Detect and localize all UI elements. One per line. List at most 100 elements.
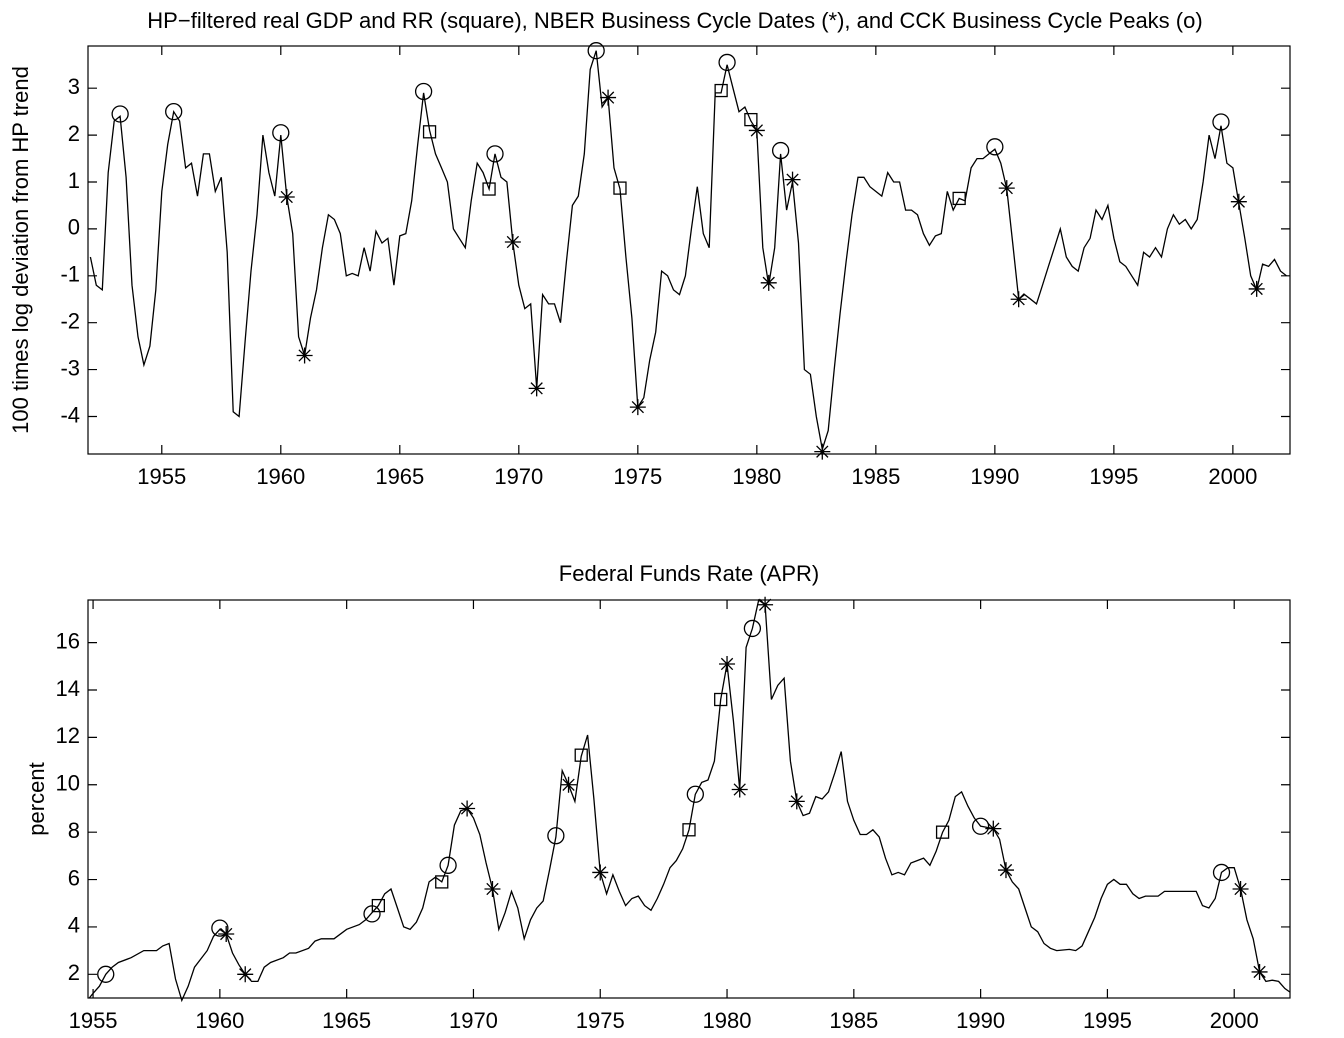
y-tick-label: -4: [60, 402, 80, 427]
x-tick-label: 1990: [970, 464, 1019, 489]
y-tick-label: 10: [56, 771, 80, 796]
star-marker: [760, 274, 777, 291]
x-tick-label: 1995: [1083, 1008, 1132, 1033]
star-marker: [1251, 963, 1268, 980]
peak-marker: [486, 145, 504, 163]
square-marker: [744, 112, 758, 127]
square-marker: [422, 125, 437, 139]
star-marker: [1010, 291, 1027, 308]
y-tick-label: -1: [60, 262, 80, 287]
star-marker: [1232, 881, 1249, 898]
peak-marker: [272, 124, 290, 142]
y-tick-label: 2: [68, 960, 80, 985]
star-marker: [629, 399, 646, 416]
star-marker: [757, 596, 774, 613]
plot-frame: [87, 599, 1291, 999]
y-tick-label: 8: [68, 818, 80, 843]
plot-frame: [87, 45, 1291, 455]
peak-marker: [771, 141, 790, 160]
star-marker: [218, 926, 235, 943]
peak-marker: [547, 827, 565, 845]
star-marker: [504, 234, 521, 251]
x-tick-label: 1965: [322, 1008, 371, 1033]
peak-marker: [686, 785, 704, 803]
star-marker: [459, 800, 476, 817]
y-tick-label: 6: [68, 865, 80, 890]
square-marker: [435, 875, 449, 889]
y-tick-label: 12: [56, 723, 80, 748]
star-marker: [731, 781, 748, 798]
x-tick-label: 1995: [1089, 464, 1138, 489]
y-tick-label: 2: [68, 121, 80, 146]
star-marker: [814, 443, 831, 460]
star-marker: [528, 380, 545, 397]
star-marker: [788, 793, 805, 810]
square-marker: [714, 83, 728, 98]
x-tick-label: 1965: [375, 464, 424, 489]
x-tick-label: 1980: [732, 464, 781, 489]
peak-marker: [1212, 863, 1231, 882]
x-tick-label: 1955: [69, 1008, 118, 1033]
x-tick-label: 2000: [1208, 464, 1257, 489]
y-tick-label: 4: [68, 913, 80, 938]
peak-marker: [414, 82, 433, 101]
y-tick-label: 3: [68, 74, 80, 99]
data-line: [89, 50, 1287, 450]
star-marker: [985, 820, 1002, 837]
x-tick-label: 1985: [851, 464, 900, 489]
square-marker: [935, 825, 950, 839]
y-tick-label: 14: [56, 676, 80, 701]
peak-marker: [439, 856, 457, 874]
y-tick-label: 1: [68, 168, 80, 193]
x-tick-label: 1990: [956, 1008, 1005, 1033]
square-marker: [574, 748, 588, 762]
star-marker: [560, 776, 577, 793]
y-axis-label: percent: [24, 762, 49, 835]
chart-title: HP−filtered real GDP and RR (square), NB…: [147, 8, 1202, 33]
square-marker: [682, 823, 696, 837]
peak-marker: [111, 105, 129, 123]
x-tick-label: 2000: [1210, 1008, 1259, 1033]
x-tick-label: 1960: [256, 464, 305, 489]
y-tick-label: -3: [60, 355, 80, 380]
star-marker: [748, 122, 765, 139]
data-line: [88, 598, 1291, 1003]
peak-marker: [587, 42, 605, 60]
star-marker: [296, 347, 313, 364]
star-marker: [592, 864, 609, 881]
peak-marker: [743, 619, 762, 638]
peak-marker: [211, 919, 229, 937]
square-marker: [952, 191, 966, 206]
x-tick-label: 1970: [449, 1008, 498, 1033]
star-marker: [998, 180, 1015, 197]
y-tick-label: 0: [68, 215, 80, 240]
star-marker: [719, 655, 736, 672]
star-marker: [784, 171, 801, 188]
square-marker: [714, 692, 728, 707]
peak-marker: [165, 103, 183, 121]
star-marker: [237, 966, 254, 983]
peak-marker: [986, 138, 1004, 156]
x-tick-label: 1985: [829, 1008, 878, 1033]
peak-marker: [718, 53, 736, 72]
y-axis-label: 100 times log deviation from HP trend: [8, 66, 33, 434]
x-tick-label: 1980: [703, 1008, 752, 1033]
peak-marker: [971, 817, 990, 835]
square-marker: [613, 181, 627, 195]
star-marker: [278, 189, 295, 206]
x-tick-label: 1960: [195, 1008, 244, 1033]
y-tick-label: 16: [56, 628, 80, 653]
peak-marker: [1212, 113, 1230, 131]
x-tick-label: 1955: [137, 464, 186, 489]
star-marker: [600, 89, 617, 106]
star-marker: [1248, 280, 1265, 297]
peak-marker: [97, 965, 115, 983]
square-marker: [371, 898, 386, 913]
star-marker: [484, 881, 501, 898]
square-marker: [482, 182, 496, 196]
x-tick-label: 1975: [576, 1008, 625, 1033]
star-marker: [1230, 193, 1247, 210]
x-tick-label: 1975: [613, 464, 662, 489]
